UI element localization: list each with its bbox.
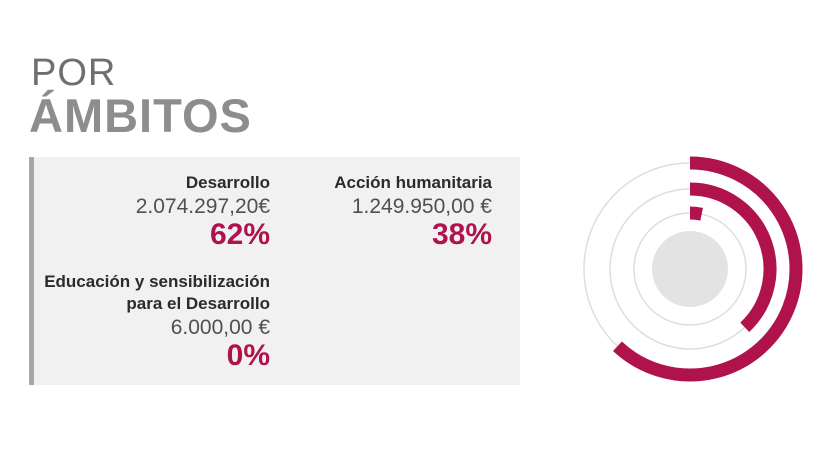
item-accion-humanitaria: Acción humanitaria 1.249.950,00 € 38% xyxy=(262,172,492,251)
title-line-2: ÁMBITOS xyxy=(29,89,252,142)
arc-accion-humanitaria xyxy=(689,182,777,333)
item-label: Acción humanitaria xyxy=(334,173,492,192)
title-line-1: POR xyxy=(31,52,117,94)
center-disc xyxy=(652,231,728,307)
item-label: Educación y sensibilización para el Desa… xyxy=(44,272,270,313)
item-educacion: Educación y sensibilización para el Desa… xyxy=(30,271,270,372)
item-label: Desarrollo xyxy=(185,173,270,192)
item-percent: 0% xyxy=(226,339,270,372)
summary-panel: Desarrollo 2.074.297,20€ 62% Acción huma… xyxy=(29,157,520,385)
arc-educacion xyxy=(689,206,703,221)
item-percent: 38% xyxy=(431,218,492,251)
item-percent: 62% xyxy=(209,218,270,251)
item-amount: 2.074.297,20€ xyxy=(135,195,270,218)
item-amount: 6.000,00 € xyxy=(170,316,270,339)
arc-desarrollo xyxy=(612,156,803,382)
item-amount: 1.249.950,00 € xyxy=(351,195,492,218)
item-desarrollo: Desarrollo 2.074.297,20€ 62% xyxy=(40,172,270,251)
